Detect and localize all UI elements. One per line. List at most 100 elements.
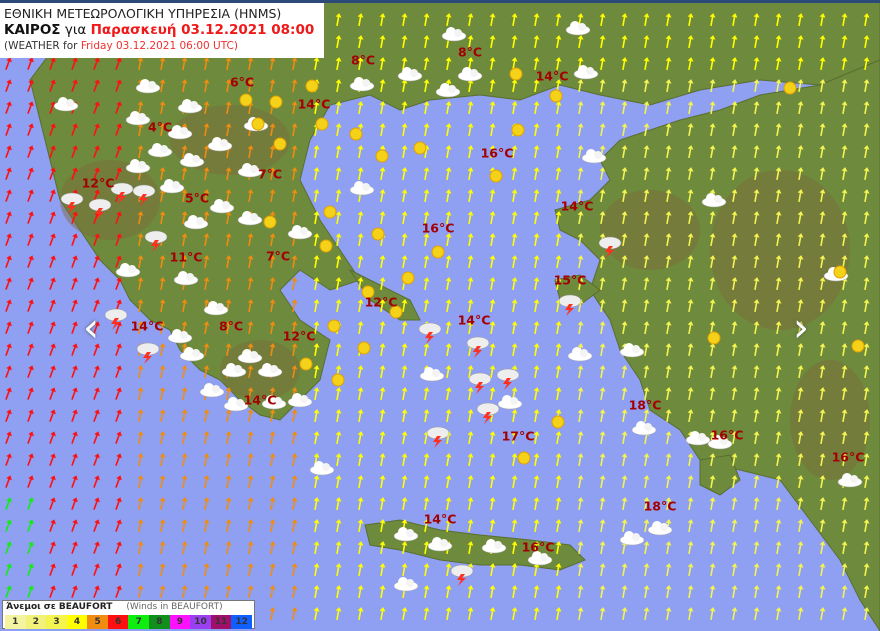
wind-arrow	[357, 497, 364, 511]
wind-arrow	[665, 277, 672, 291]
wind-arrow	[225, 387, 232, 401]
wind-arrow	[423, 255, 430, 269]
cloud-icon	[147, 143, 173, 158]
wind-arrow	[115, 255, 122, 268]
wind-arrow	[489, 497, 496, 511]
for-label: για	[64, 22, 87, 38]
wind-arrow	[445, 409, 452, 423]
wind-arrow	[841, 519, 848, 533]
wind-arrow	[665, 387, 672, 401]
wind-arrow	[599, 497, 606, 511]
wind-arrow	[665, 607, 672, 621]
wind-arrow	[379, 519, 386, 533]
wind-arrow	[819, 321, 826, 335]
wind-arrow	[687, 387, 694, 401]
wind-arrow	[423, 277, 430, 291]
wind-arrow	[291, 563, 298, 577]
wind-arrow	[247, 475, 254, 489]
wind-arrow	[137, 123, 144, 137]
sun-icon	[327, 319, 341, 333]
wind-arrow	[401, 233, 408, 247]
wind-arrow	[819, 431, 826, 445]
wind-arrow	[27, 167, 34, 180]
wind-arrow	[753, 57, 760, 71]
wind-arrow	[313, 475, 320, 489]
wind-arrow	[753, 145, 760, 159]
wind-arrow	[379, 365, 386, 379]
wind-arrow	[643, 211, 650, 225]
wind-arrow	[423, 57, 430, 71]
wind-arrow	[533, 431, 540, 445]
wind-arrow	[841, 233, 848, 247]
prev-button[interactable]: ‹	[74, 308, 108, 348]
wind-arrow	[599, 365, 606, 379]
wind-arrow	[775, 211, 782, 225]
wind-arrow	[731, 409, 738, 423]
wind-arrow	[533, 519, 540, 533]
wind-arrow	[269, 79, 276, 93]
wind-arrow	[687, 255, 694, 269]
wind-arrow	[27, 431, 34, 444]
cloud-icon	[837, 473, 863, 488]
wind-arrow	[555, 541, 562, 555]
wind-arrow	[709, 519, 716, 533]
wind-arrow	[27, 145, 34, 158]
cloud-icon	[631, 421, 657, 436]
temperature-label: 12°C	[81, 175, 115, 191]
wind-arrow	[401, 563, 408, 577]
wind-arrow	[797, 343, 804, 357]
wind-arrow	[335, 145, 342, 159]
cloud-icon	[203, 301, 229, 316]
wind-arrow	[115, 365, 122, 378]
wind-arrow	[687, 145, 694, 159]
cloud-icon	[497, 395, 523, 410]
thunderstorm-icon	[476, 402, 500, 424]
wind-arrow	[533, 13, 540, 27]
wind-arrow	[203, 57, 210, 71]
wind-arrow	[137, 365, 144, 379]
wind-arrow	[335, 79, 342, 93]
wind-arrow	[753, 497, 760, 511]
wind-arrow	[863, 607, 870, 621]
wind-arrow	[863, 387, 870, 401]
wind-arrow	[137, 563, 144, 577]
wind-arrow	[841, 453, 848, 467]
wind-arrow	[797, 145, 804, 159]
wind-arrow	[159, 255, 166, 269]
wind-arrow	[731, 255, 738, 269]
wind-arrow	[709, 365, 716, 379]
next-button[interactable]: ›	[784, 308, 818, 348]
wind-arrow	[863, 233, 870, 247]
wind-arrow	[269, 167, 276, 181]
wind-arrow	[357, 387, 364, 401]
wind-arrow	[797, 101, 804, 115]
cloud-icon	[167, 125, 193, 140]
wind-arrow	[401, 607, 408, 621]
wind-arrow	[313, 211, 320, 225]
wind-arrow	[753, 79, 760, 93]
wind-arrow	[797, 277, 804, 291]
wind-arrow	[819, 35, 826, 49]
wind-arrow	[269, 431, 276, 445]
thunderstorm-icon	[132, 184, 156, 206]
wind-arrow	[115, 343, 122, 356]
wind-arrow	[159, 299, 166, 313]
wind-arrow	[181, 189, 188, 203]
wind-arrow	[731, 233, 738, 247]
wind-arrow	[247, 453, 254, 467]
wind-arrow	[291, 453, 298, 467]
wind-arrow	[621, 607, 628, 621]
wind-arrow	[445, 255, 452, 269]
wind-arrow	[225, 475, 232, 489]
wind-arrow	[467, 145, 474, 159]
wind-arrow	[159, 497, 166, 511]
wind-arrow	[159, 57, 166, 71]
wind-arrow	[379, 299, 386, 313]
cloud-icon	[481, 539, 507, 554]
cloud-icon	[209, 199, 235, 214]
wind-arrow	[93, 431, 100, 444]
wind-arrow	[357, 277, 364, 291]
wind-arrow	[93, 57, 100, 70]
wind-arrow	[93, 343, 100, 356]
wind-arrow	[665, 13, 672, 27]
